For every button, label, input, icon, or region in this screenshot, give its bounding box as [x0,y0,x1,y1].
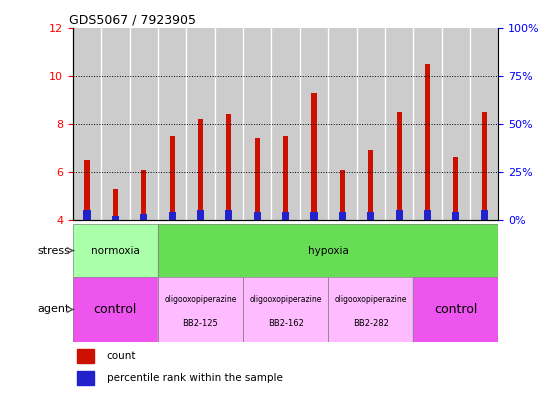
Bar [300,28,328,220]
Text: control: control [434,303,478,316]
Bar [283,136,288,220]
Bar [73,277,158,342]
Bar [226,114,231,220]
Bar [255,138,260,220]
Bar [129,28,158,220]
Bar [413,28,442,220]
Bar [73,277,158,342]
Bar [311,92,316,220]
Text: hypoxia: hypoxia [308,246,348,255]
Bar [424,211,431,220]
Text: BB2-282: BB2-282 [353,319,389,328]
Bar [170,136,175,220]
Bar [310,212,318,220]
Bar [214,28,243,220]
Text: BB2-125: BB2-125 [183,319,218,328]
Bar [413,277,498,342]
Bar [272,28,300,220]
Bar [243,277,328,342]
Bar [480,211,488,220]
Text: stress: stress [37,246,70,255]
Bar [225,211,232,220]
Text: control: control [94,303,137,316]
Bar [73,224,158,277]
Bar [112,216,119,220]
Bar [282,212,289,220]
Bar [140,214,147,220]
Text: normoxia: normoxia [91,246,140,255]
Bar [243,277,328,342]
Bar [83,211,91,220]
Bar [73,28,101,220]
Bar [470,28,498,220]
Bar [442,28,470,220]
Text: GDS5067 / 7923905: GDS5067 / 7923905 [68,13,195,26]
Bar [367,212,374,220]
Text: BB2-162: BB2-162 [268,319,304,328]
Bar [101,28,129,220]
Bar [158,224,498,277]
Bar [77,349,94,364]
Bar [328,277,413,342]
Bar [385,28,413,220]
Bar [243,28,272,220]
Text: percentile rank within the sample: percentile rank within the sample [107,373,283,383]
Text: agent: agent [38,305,70,314]
Bar [198,119,203,220]
Text: oligooxopiperazine: oligooxopiperazine [334,295,407,304]
Bar [340,169,345,220]
Bar [413,277,498,342]
Bar [254,212,261,220]
Bar [396,112,402,220]
Bar [452,212,459,220]
Text: oligooxopiperazine: oligooxopiperazine [249,295,322,304]
Bar [328,277,413,342]
Bar [158,224,498,277]
Bar [85,160,90,220]
Bar [368,150,374,220]
Bar [482,112,487,220]
Bar [158,28,186,220]
Bar [141,169,146,220]
Bar [425,64,430,220]
Bar [73,224,158,277]
Bar [197,211,204,220]
Bar [339,212,346,220]
Bar [357,28,385,220]
Text: oligooxopiperazine: oligooxopiperazine [164,295,237,304]
Bar [186,28,214,220]
Bar [158,277,243,342]
Bar [169,212,176,220]
Bar [77,371,94,385]
Bar [113,189,118,220]
Bar [328,28,357,220]
Text: count: count [107,351,136,361]
Bar [453,158,459,220]
Bar [395,211,403,220]
Bar [158,277,243,342]
